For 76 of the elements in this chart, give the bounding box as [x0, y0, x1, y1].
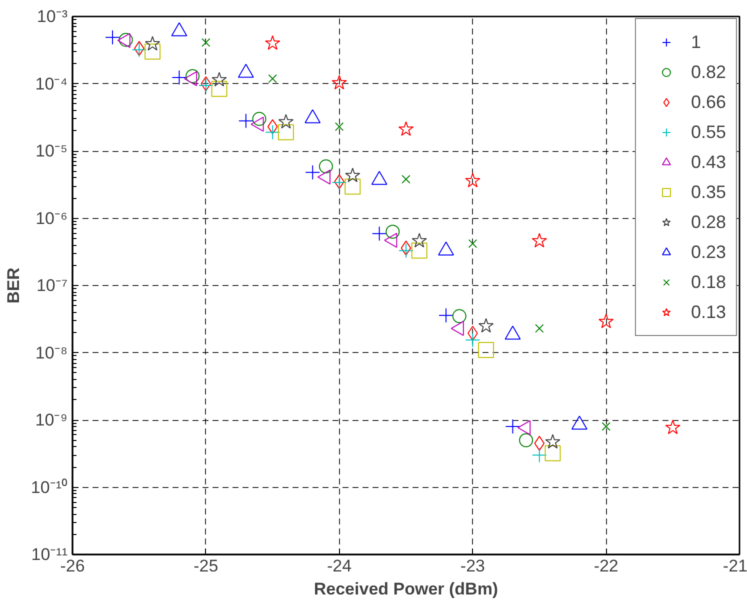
x-tick-label: -22 — [594, 556, 618, 576]
point — [532, 448, 547, 463]
point — [264, 35, 280, 50]
x-tick-label: -23 — [460, 556, 485, 576]
point — [252, 112, 266, 126]
point — [118, 32, 133, 47]
legend-label: 0.28 — [690, 210, 726, 234]
point — [318, 159, 333, 174]
point — [202, 38, 210, 47]
point — [200, 76, 212, 92]
point — [144, 44, 161, 60]
point — [198, 78, 214, 94]
y-tick-label: 10⁻¹⁰ — [30, 478, 68, 497]
point — [278, 114, 294, 129]
x-axis-title: Received Power (dBm) — [314, 580, 498, 598]
point — [535, 324, 544, 333]
point — [478, 342, 494, 358]
point — [468, 239, 478, 248]
point — [278, 124, 294, 140]
point — [402, 174, 410, 184]
y-axis-title: BER — [4, 268, 23, 304]
point — [265, 124, 280, 140]
y-tick-label: 10⁻⁸ — [35, 343, 68, 362]
y-tick-label: 10⁻⁴ — [35, 74, 68, 94]
point — [186, 69, 200, 84]
point — [532, 232, 548, 248]
point — [452, 309, 466, 324]
point — [144, 36, 160, 51]
point — [172, 70, 187, 85]
point — [400, 240, 412, 256]
x-tick-label: -24 — [327, 556, 352, 576]
point — [386, 224, 400, 239]
legend-label: 0.23 — [690, 240, 726, 264]
point — [519, 433, 534, 448]
point — [412, 232, 427, 248]
point — [665, 420, 680, 434]
legend-label: 0.18 — [690, 270, 726, 294]
point — [345, 168, 360, 182]
point — [267, 119, 278, 134]
x-tick-label: -21 — [722, 556, 747, 576]
point — [398, 121, 414, 136]
point — [438, 308, 454, 323]
y-tick-label: 10⁻³ — [36, 7, 68, 26]
point — [332, 74, 347, 90]
point — [465, 172, 480, 188]
y-tick-label: 10⁻⁹ — [35, 410, 68, 430]
legend-label: 1 — [690, 30, 702, 54]
point — [478, 318, 494, 333]
y-tick-label: 10⁻⁷ — [36, 276, 68, 295]
point — [411, 242, 428, 259]
point — [602, 422, 610, 431]
point — [305, 164, 320, 180]
legend-label: 0.66 — [690, 90, 726, 114]
point — [212, 72, 227, 86]
legend-label: 0.13 — [690, 300, 726, 324]
point — [334, 122, 344, 132]
point — [598, 314, 614, 328]
point — [344, 178, 361, 195]
point — [505, 419, 520, 434]
legend-label: 0.35 — [690, 180, 726, 204]
point — [268, 74, 277, 84]
point — [465, 332, 480, 348]
point — [211, 80, 228, 97]
point — [105, 30, 120, 45]
x-tick-label: -25 — [194, 556, 218, 576]
point — [534, 436, 545, 451]
legend-label: 0.43 — [690, 150, 726, 174]
point — [238, 113, 254, 128]
legend-label: 0.82 — [690, 60, 726, 84]
point — [545, 434, 560, 449]
point — [544, 445, 561, 462]
y-tick-label: 10⁻⁶ — [36, 208, 68, 228]
legend-label: 0.55 — [690, 120, 726, 144]
point — [372, 226, 387, 242]
y-tick-label: 10⁻⁵ — [36, 142, 68, 160]
point — [398, 243, 414, 258]
